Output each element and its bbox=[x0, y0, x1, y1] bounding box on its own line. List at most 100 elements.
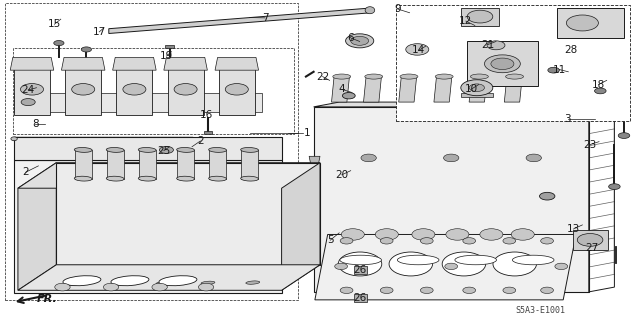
Polygon shape bbox=[314, 102, 614, 107]
Polygon shape bbox=[109, 8, 371, 33]
Circle shape bbox=[445, 263, 458, 270]
Text: 16: 16 bbox=[200, 110, 213, 121]
Circle shape bbox=[341, 229, 364, 240]
Ellipse shape bbox=[106, 147, 124, 152]
Text: 1: 1 bbox=[303, 128, 310, 138]
Circle shape bbox=[541, 238, 554, 244]
Polygon shape bbox=[282, 163, 320, 290]
Text: 12: 12 bbox=[460, 16, 472, 26]
Circle shape bbox=[20, 84, 44, 95]
Circle shape bbox=[412, 229, 435, 240]
Text: 8: 8 bbox=[32, 119, 38, 130]
Polygon shape bbox=[314, 107, 589, 292]
Circle shape bbox=[511, 229, 534, 240]
Polygon shape bbox=[61, 57, 105, 70]
Ellipse shape bbox=[241, 176, 259, 181]
Ellipse shape bbox=[11, 137, 17, 141]
Text: 18: 18 bbox=[592, 79, 605, 90]
Text: 25: 25 bbox=[157, 145, 170, 156]
Circle shape bbox=[566, 15, 598, 31]
Ellipse shape bbox=[493, 252, 536, 276]
Ellipse shape bbox=[159, 276, 197, 286]
Polygon shape bbox=[10, 57, 54, 70]
Circle shape bbox=[577, 234, 603, 246]
Polygon shape bbox=[332, 77, 349, 102]
Circle shape bbox=[548, 67, 559, 73]
Circle shape bbox=[375, 229, 398, 240]
Circle shape bbox=[342, 93, 355, 99]
Polygon shape bbox=[165, 45, 174, 48]
Text: 17: 17 bbox=[93, 27, 106, 37]
Circle shape bbox=[555, 263, 568, 270]
Ellipse shape bbox=[209, 147, 227, 152]
Circle shape bbox=[159, 146, 173, 153]
Circle shape bbox=[152, 283, 167, 291]
Ellipse shape bbox=[397, 255, 439, 265]
Polygon shape bbox=[5, 3, 298, 300]
Text: 19: 19 bbox=[160, 51, 173, 61]
Polygon shape bbox=[557, 8, 624, 38]
Ellipse shape bbox=[111, 276, 149, 286]
Polygon shape bbox=[13, 48, 294, 134]
Polygon shape bbox=[18, 163, 56, 290]
Ellipse shape bbox=[470, 74, 488, 79]
Circle shape bbox=[21, 99, 35, 106]
Text: S5A3-E1001: S5A3-E1001 bbox=[516, 306, 566, 315]
Circle shape bbox=[380, 287, 393, 293]
Text: 26: 26 bbox=[354, 293, 367, 303]
Polygon shape bbox=[461, 8, 499, 26]
Polygon shape bbox=[204, 131, 212, 134]
Circle shape bbox=[526, 154, 541, 162]
Polygon shape bbox=[14, 93, 262, 112]
Text: 24: 24 bbox=[22, 85, 35, 95]
Polygon shape bbox=[164, 57, 207, 70]
Circle shape bbox=[103, 283, 119, 291]
Circle shape bbox=[461, 80, 493, 96]
Polygon shape bbox=[65, 64, 101, 115]
Circle shape bbox=[540, 192, 555, 200]
Text: FR.: FR. bbox=[37, 294, 58, 304]
Circle shape bbox=[618, 133, 630, 138]
Ellipse shape bbox=[111, 282, 125, 285]
Text: 13: 13 bbox=[567, 224, 580, 234]
Circle shape bbox=[420, 238, 433, 244]
Circle shape bbox=[503, 238, 516, 244]
Polygon shape bbox=[113, 57, 156, 70]
Ellipse shape bbox=[177, 176, 195, 181]
Text: 7: 7 bbox=[262, 13, 268, 23]
Polygon shape bbox=[354, 294, 367, 302]
Circle shape bbox=[174, 84, 197, 95]
Text: 22: 22 bbox=[316, 71, 329, 82]
Polygon shape bbox=[75, 150, 92, 179]
Ellipse shape bbox=[435, 74, 453, 79]
Text: 2: 2 bbox=[197, 136, 204, 146]
Text: 9: 9 bbox=[394, 4, 401, 14]
Polygon shape bbox=[116, 64, 152, 115]
Ellipse shape bbox=[156, 281, 170, 285]
Circle shape bbox=[541, 287, 554, 293]
Text: 27: 27 bbox=[586, 242, 598, 253]
Text: 21: 21 bbox=[481, 40, 494, 50]
Polygon shape bbox=[461, 93, 493, 97]
Ellipse shape bbox=[241, 147, 259, 152]
Circle shape bbox=[346, 34, 374, 48]
Polygon shape bbox=[18, 163, 320, 188]
Ellipse shape bbox=[365, 74, 383, 79]
Ellipse shape bbox=[246, 281, 260, 284]
Ellipse shape bbox=[63, 276, 101, 286]
Ellipse shape bbox=[201, 281, 215, 285]
Polygon shape bbox=[315, 234, 576, 300]
Text: 4: 4 bbox=[339, 84, 345, 94]
Circle shape bbox=[469, 84, 484, 92]
Ellipse shape bbox=[106, 176, 124, 181]
Text: 11: 11 bbox=[553, 64, 566, 75]
Circle shape bbox=[609, 184, 620, 189]
Polygon shape bbox=[14, 137, 282, 160]
Ellipse shape bbox=[138, 176, 156, 181]
Circle shape bbox=[406, 44, 429, 55]
Text: 10: 10 bbox=[465, 84, 477, 94]
Text: 28: 28 bbox=[564, 45, 577, 55]
Polygon shape bbox=[504, 77, 522, 102]
Circle shape bbox=[55, 283, 70, 291]
Circle shape bbox=[72, 84, 95, 95]
